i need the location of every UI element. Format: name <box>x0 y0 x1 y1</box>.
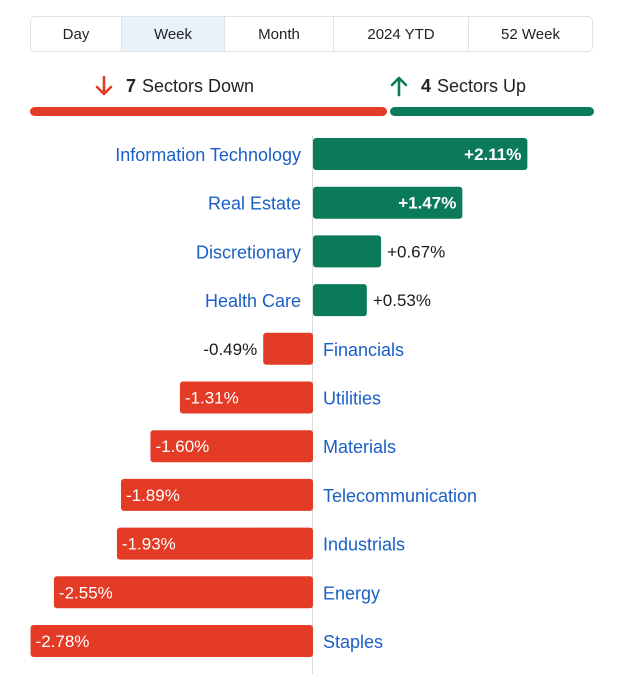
bar-telecommunication <box>120 478 313 511</box>
sectors-down-count: 7 <box>126 75 137 96</box>
category-label-financials[interactable]: Financials <box>323 340 404 360</box>
bar-real-estate <box>313 186 463 219</box>
tab-2024-ytd[interactable]: 2024 YTD <box>334 17 469 51</box>
arrow-up-icon <box>390 76 408 97</box>
category-label-industrials[interactable]: Industrials <box>323 535 405 555</box>
tab-day[interactable]: Day <box>31 17 122 51</box>
tab-week[interactable]: Week <box>122 17 225 51</box>
value-label-utilities: -1.31% <box>185 389 239 408</box>
value-label-energy: -2.55% <box>59 583 113 602</box>
value-label-information-technology: +2.11% <box>464 145 521 164</box>
bar-materials <box>150 430 313 463</box>
tab-52-week[interactable]: 52 Week <box>501 25 560 43</box>
bar-energy <box>53 576 314 609</box>
value-label-real-estate: +1.47% <box>398 194 456 213</box>
sectors-up-summary: 4 Sectors Up <box>387 72 526 100</box>
sectors-down-label: Sectors Down <box>142 75 255 96</box>
sectors-down-bar <box>30 107 387 116</box>
bar-utilities <box>179 381 313 414</box>
category-label-staples[interactable]: Staples <box>323 632 383 652</box>
bar-health-care <box>313 284 367 317</box>
value-label-industrials: -1.93% <box>122 535 176 554</box>
bar-discretionary <box>313 235 382 268</box>
bar-financials <box>263 332 313 365</box>
category-label-utilities[interactable]: Utilities <box>323 389 381 409</box>
sectors-up-label: Sectors Up <box>437 75 527 96</box>
bar-information-technology <box>313 138 528 170</box>
category-label-energy[interactable]: Energy <box>323 583 380 603</box>
arrow-down-icon <box>95 75 113 96</box>
category-label-information-technology[interactable]: Information Technology <box>115 145 301 165</box>
value-label-financials: -0.49% <box>203 340 257 359</box>
value-label-health-care: +0.53% <box>373 291 431 310</box>
tab-month[interactable]: Month <box>225 17 334 51</box>
value-label-staples: -2.78% <box>36 632 90 651</box>
value-label-discretionary: +0.67% <box>387 242 445 261</box>
sectors-down-summary: 7 Sectors Down <box>92 72 254 100</box>
value-label-materials: -1.60% <box>155 437 209 456</box>
category-label-materials[interactable]: Materials <box>323 437 396 457</box>
category-label-discretionary[interactable]: Discretionary <box>196 242 301 262</box>
bar-staples <box>30 625 313 657</box>
category-label-health-care[interactable]: Health Care <box>205 291 301 311</box>
bar-industrials <box>116 527 313 560</box>
sectors-up-bar <box>390 107 594 116</box>
sectors-up-count: 4 <box>421 75 432 96</box>
category-label-real-estate[interactable]: Real Estate <box>208 194 301 214</box>
category-label-telecommunication[interactable]: Telecommunication <box>323 486 477 506</box>
period-tabs: Day Week Month 2024 YTD 52 Week <box>30 16 593 52</box>
value-label-telecommunication: -1.89% <box>126 486 180 505</box>
